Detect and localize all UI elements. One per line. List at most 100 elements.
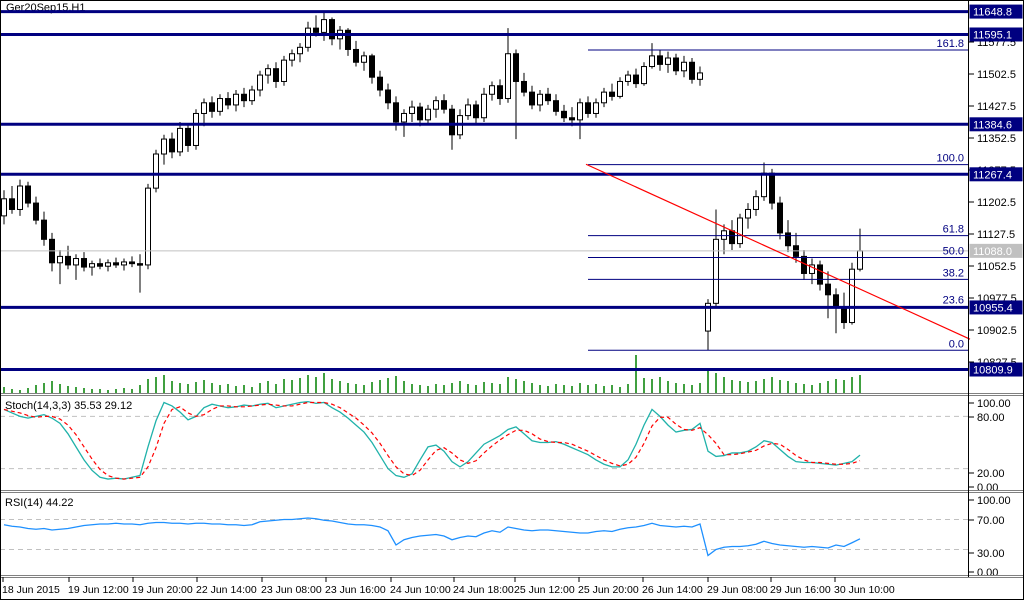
candle <box>673 57 679 72</box>
candle <box>193 112 199 146</box>
price-tag-label: 11088.0 <box>973 246 1012 258</box>
stoch-indicator-label: Stoch(14,3,3) 35.53 29.12 <box>5 400 132 412</box>
price-tick-label: 11127.5 <box>977 229 1015 241</box>
candle <box>409 106 415 114</box>
candle <box>385 89 391 104</box>
candle <box>361 55 367 63</box>
candle <box>769 172 775 204</box>
price-tag <box>969 4 1023 19</box>
price-tag <box>969 117 1023 132</box>
candle <box>545 93 551 102</box>
stoch-k-line[interactable] <box>3 400 861 480</box>
candle <box>729 230 735 245</box>
candle <box>553 100 559 112</box>
candle <box>401 112 407 123</box>
candle <box>233 93 239 106</box>
candle <box>329 19 335 40</box>
candle <box>497 85 503 100</box>
candle <box>209 102 215 112</box>
candle <box>649 55 655 68</box>
candle <box>713 238 719 304</box>
candle <box>689 61 695 80</box>
candle <box>505 53 511 100</box>
candle <box>121 261 127 266</box>
candle <box>753 196 759 210</box>
price-tag-label: 11595.1 <box>973 29 1012 41</box>
date-label: 26 Jun 14:00 <box>642 584 703 596</box>
candle <box>273 68 279 82</box>
candle <box>41 219 47 240</box>
candle <box>281 59 287 82</box>
date-label: 25 Jun 20:00 <box>578 584 639 596</box>
date-label: 29 Jun 16:00 <box>770 584 831 596</box>
date-label: 23 Jun 08:00 <box>261 584 322 596</box>
price-tag <box>969 167 1023 182</box>
candle <box>737 217 743 245</box>
candle <box>241 93 247 102</box>
candle <box>857 250 863 270</box>
fib-level-label: 50.0 <box>943 245 964 257</box>
indicator-scale-label: 80.00 <box>977 412 1005 424</box>
candle <box>521 80 527 93</box>
indicator-scale-label: 20.00 <box>977 468 1005 480</box>
candle <box>297 46 303 55</box>
candle <box>473 104 479 119</box>
candle <box>137 263 143 266</box>
candle <box>17 185 23 210</box>
date-label: 19 Jun 12:00 <box>68 584 129 596</box>
trend-line[interactable] <box>585 163 971 340</box>
rsi-indicator-label: RSI(14) 44.22 <box>5 497 73 509</box>
candle <box>289 53 295 61</box>
price-tag-label: 10955.4 <box>973 302 1013 314</box>
indicator-scale-label: 30.00 <box>977 548 1005 560</box>
candle <box>625 74 631 82</box>
date-label: 19 Jun 20:00 <box>132 584 193 596</box>
candle <box>33 202 39 221</box>
candle <box>745 208 751 219</box>
candle <box>265 68 271 76</box>
candle <box>201 102 207 114</box>
candle <box>569 117 575 121</box>
candle <box>849 268 855 324</box>
candle <box>73 258 79 266</box>
candle <box>417 106 423 121</box>
price-tag <box>969 243 1023 258</box>
price-tick-label: 11427.5 <box>977 101 1016 113</box>
candle <box>761 172 767 198</box>
candle <box>481 93 487 119</box>
date-label: 24 Jun 18:00 <box>453 584 514 596</box>
candle <box>9 198 15 210</box>
candle <box>841 307 847 324</box>
price-tag <box>969 27 1023 42</box>
candle <box>129 261 135 265</box>
indicator-scale-label: 100.00 <box>977 398 1011 410</box>
candle <box>681 61 687 72</box>
price-tick-label: 10902.5 <box>977 325 1017 337</box>
candle <box>345 29 351 50</box>
date-label: 30 Jun 10:00 <box>834 584 895 596</box>
price-tag-label: 10809.9 <box>973 365 1013 377</box>
candle <box>113 262 119 266</box>
candle <box>633 74 639 85</box>
candle <box>217 98 223 112</box>
candle <box>593 102 599 114</box>
candle <box>81 258 87 268</box>
candle <box>785 232 791 247</box>
candle <box>833 294 839 309</box>
candle <box>377 76 383 91</box>
price-tick-label: 11502.5 <box>977 69 1016 81</box>
candle <box>161 138 167 155</box>
candle <box>513 53 519 82</box>
indicator-scale-label: 70.00 <box>977 515 1005 527</box>
candle <box>577 102 583 121</box>
candle <box>353 48 359 63</box>
candle <box>313 27 319 33</box>
candle <box>433 100 439 110</box>
candle <box>105 262 111 267</box>
date-label: 24 Jun 10:00 <box>390 584 451 596</box>
stoch-d-line[interactable] <box>3 401 861 480</box>
rsi-line[interactable] <box>3 517 861 557</box>
